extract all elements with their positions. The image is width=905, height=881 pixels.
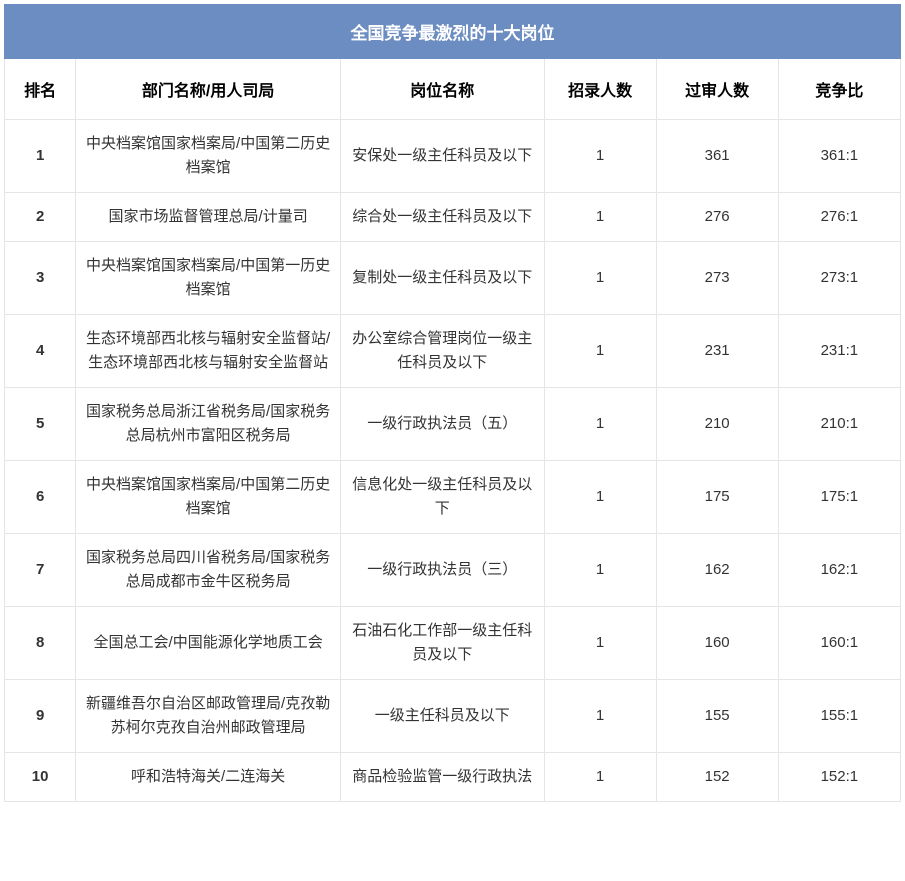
table-row: 3中央档案馆国家档案局/中国第一历史档案馆复制处一级主任科员及以下1273273…: [5, 242, 901, 315]
cell-department: 国家市场监督管理总局/计量司: [76, 193, 341, 242]
cell-department: 生态环境部西北核与辐射安全监督站/生态环境部西北核与辐射安全监督站: [76, 315, 341, 388]
table-body: 1中央档案馆国家档案局/中国第二历史档案馆安保处一级主任科员及以下1361361…: [5, 120, 901, 802]
cell-ratio: 276:1: [778, 193, 900, 242]
cell-rank: 6: [5, 461, 76, 534]
cell-position: 信息化处一级主任科员及以下: [340, 461, 544, 534]
cell-recruit: 1: [544, 461, 656, 534]
cell-department: 国家税务总局四川省税务局/国家税务总局成都市金牛区税务局: [76, 534, 341, 607]
cell-rank: 1: [5, 120, 76, 193]
cell-rank: 2: [5, 193, 76, 242]
table-row: 2国家市场监督管理总局/计量司综合处一级主任科员及以下1276276:1: [5, 193, 901, 242]
cell-recruit: 1: [544, 120, 656, 193]
cell-department: 中央档案馆国家档案局/中国第二历史档案馆: [76, 120, 341, 193]
cell-recruit: 1: [544, 193, 656, 242]
table-row: 4生态环境部西北核与辐射安全监督站/生态环境部西北核与辐射安全监督站办公室综合管…: [5, 315, 901, 388]
table-title: 全国竞争最激烈的十大岗位: [5, 5, 901, 59]
cell-recruit: 1: [544, 242, 656, 315]
col-header-department: 部门名称/用人司局: [76, 59, 341, 120]
cell-passed: 276: [656, 193, 778, 242]
cell-department: 中央档案馆国家档案局/中国第二历史档案馆: [76, 461, 341, 534]
cell-passed: 175: [656, 461, 778, 534]
cell-position: 商品检验监管一级行政执法: [340, 753, 544, 802]
cell-ratio: 210:1: [778, 388, 900, 461]
cell-rank: 9: [5, 680, 76, 753]
cell-recruit: 1: [544, 315, 656, 388]
cell-ratio: 152:1: [778, 753, 900, 802]
cell-position: 一级行政执法员（三）: [340, 534, 544, 607]
cell-passed: 210: [656, 388, 778, 461]
cell-passed: 162: [656, 534, 778, 607]
cell-recruit: 1: [544, 753, 656, 802]
cell-department: 新疆维吾尔自治区邮政管理局/克孜勒苏柯尔克孜自治州邮政管理局: [76, 680, 341, 753]
cell-recruit: 1: [544, 680, 656, 753]
cell-passed: 160: [656, 607, 778, 680]
table-row: 6中央档案馆国家档案局/中国第二历史档案馆信息化处一级主任科员及以下117517…: [5, 461, 901, 534]
cell-passed: 361: [656, 120, 778, 193]
cell-recruit: 1: [544, 607, 656, 680]
cell-rank: 5: [5, 388, 76, 461]
table-row: 5国家税务总局浙江省税务局/国家税务总局杭州市富阳区税务局一级行政执法员（五）1…: [5, 388, 901, 461]
cell-passed: 231: [656, 315, 778, 388]
cell-position: 一级主任科员及以下: [340, 680, 544, 753]
cell-position: 综合处一级主任科员及以下: [340, 193, 544, 242]
table-title-row: 全国竞争最激烈的十大岗位: [5, 5, 901, 59]
cell-position: 安保处一级主任科员及以下: [340, 120, 544, 193]
col-header-recruit: 招录人数: [544, 59, 656, 120]
cell-department: 中央档案馆国家档案局/中国第一历史档案馆: [76, 242, 341, 315]
cell-department: 呼和浩特海关/二连海关: [76, 753, 341, 802]
table-row: 7国家税务总局四川省税务局/国家税务总局成都市金牛区税务局一级行政执法员（三）1…: [5, 534, 901, 607]
cell-rank: 3: [5, 242, 76, 315]
cell-ratio: 162:1: [778, 534, 900, 607]
cell-position: 复制处一级主任科员及以下: [340, 242, 544, 315]
cell-passed: 152: [656, 753, 778, 802]
cell-position: 石油石化工作部一级主任科员及以下: [340, 607, 544, 680]
cell-recruit: 1: [544, 388, 656, 461]
col-header-ratio: 竞争比: [778, 59, 900, 120]
col-header-position: 岗位名称: [340, 59, 544, 120]
cell-position: 一级行政执法员（五）: [340, 388, 544, 461]
cell-ratio: 231:1: [778, 315, 900, 388]
col-header-rank: 排名: [5, 59, 76, 120]
table-row: 9新疆维吾尔自治区邮政管理局/克孜勒苏柯尔克孜自治州邮政管理局一级主任科员及以下…: [5, 680, 901, 753]
cell-department: 国家税务总局浙江省税务局/国家税务总局杭州市富阳区税务局: [76, 388, 341, 461]
competition-table: 全国竞争最激烈的十大岗位 排名 部门名称/用人司局 岗位名称 招录人数 过审人数…: [4, 4, 901, 802]
cell-ratio: 160:1: [778, 607, 900, 680]
table-header-row: 排名 部门名称/用人司局 岗位名称 招录人数 过审人数 竞争比: [5, 59, 901, 120]
cell-passed: 273: [656, 242, 778, 315]
cell-ratio: 361:1: [778, 120, 900, 193]
cell-recruit: 1: [544, 534, 656, 607]
col-header-passed: 过审人数: [656, 59, 778, 120]
table-row: 1中央档案馆国家档案局/中国第二历史档案馆安保处一级主任科员及以下1361361…: [5, 120, 901, 193]
cell-position: 办公室综合管理岗位一级主任科员及以下: [340, 315, 544, 388]
cell-ratio: 175:1: [778, 461, 900, 534]
cell-ratio: 155:1: [778, 680, 900, 753]
cell-ratio: 273:1: [778, 242, 900, 315]
cell-rank: 7: [5, 534, 76, 607]
cell-passed: 155: [656, 680, 778, 753]
cell-rank: 10: [5, 753, 76, 802]
cell-department: 全国总工会/中国能源化学地质工会: [76, 607, 341, 680]
cell-rank: 4: [5, 315, 76, 388]
cell-rank: 8: [5, 607, 76, 680]
table-row: 10呼和浩特海关/二连海关商品检验监管一级行政执法1152152:1: [5, 753, 901, 802]
table-row: 8全国总工会/中国能源化学地质工会石油石化工作部一级主任科员及以下1160160…: [5, 607, 901, 680]
